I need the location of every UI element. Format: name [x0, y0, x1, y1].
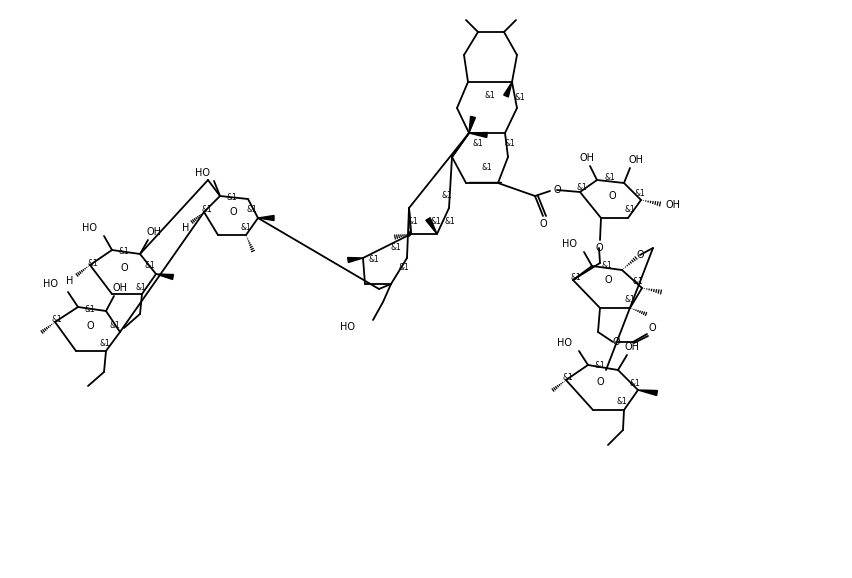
Text: &1: &1 — [625, 295, 636, 305]
Text: &1: &1 — [635, 188, 645, 198]
Text: &1: &1 — [602, 261, 613, 269]
Text: OH: OH — [579, 153, 595, 163]
Text: O: O — [596, 243, 603, 253]
Text: &1: &1 — [515, 94, 526, 102]
Text: O: O — [86, 321, 94, 331]
Text: &1: &1 — [485, 91, 495, 99]
Text: &1: &1 — [227, 194, 238, 202]
Text: HO: HO — [43, 279, 58, 289]
Text: &1: &1 — [135, 283, 147, 291]
Text: &1: &1 — [110, 320, 120, 329]
Text: &1: &1 — [562, 373, 573, 383]
Text: &1: &1 — [145, 261, 155, 271]
Text: OH: OH — [666, 200, 681, 210]
Text: HO: HO — [195, 168, 210, 178]
Text: O: O — [120, 263, 128, 273]
Text: O: O — [613, 337, 619, 347]
Polygon shape — [156, 274, 174, 279]
Text: &1: &1 — [430, 217, 441, 227]
Text: HO: HO — [82, 223, 97, 233]
Text: H: H — [182, 223, 190, 233]
Polygon shape — [258, 216, 274, 220]
Polygon shape — [638, 390, 658, 395]
Text: &1: &1 — [571, 273, 581, 283]
Text: &1: &1 — [407, 217, 418, 227]
Text: O: O — [553, 185, 561, 195]
Text: &1: &1 — [441, 191, 452, 199]
Text: HO: HO — [557, 338, 572, 348]
Text: &1: &1 — [473, 139, 483, 147]
Text: O: O — [648, 323, 656, 333]
Text: O: O — [604, 275, 612, 285]
Polygon shape — [409, 232, 411, 236]
Text: OH: OH — [112, 283, 128, 293]
Text: &1: &1 — [88, 258, 98, 268]
Text: &1: &1 — [481, 164, 492, 172]
Text: &1: &1 — [605, 172, 615, 181]
Text: O: O — [636, 250, 644, 260]
Polygon shape — [504, 82, 512, 97]
Polygon shape — [426, 218, 437, 234]
Text: OH: OH — [147, 227, 162, 237]
Polygon shape — [469, 132, 487, 138]
Text: O: O — [229, 207, 237, 217]
Text: O: O — [596, 377, 604, 387]
Text: &1: &1 — [577, 183, 587, 192]
Text: OH: OH — [625, 342, 640, 352]
Text: &1: &1 — [369, 255, 379, 265]
Text: &1: &1 — [52, 316, 62, 324]
Text: &1: &1 — [504, 139, 515, 147]
Text: &1: &1 — [246, 206, 257, 214]
Text: &1: &1 — [445, 217, 455, 227]
Text: &1: &1 — [617, 398, 627, 406]
Text: &1: &1 — [595, 361, 606, 369]
Text: &1: &1 — [630, 379, 641, 387]
Polygon shape — [469, 116, 475, 133]
Text: &1: &1 — [118, 246, 130, 255]
Polygon shape — [348, 258, 363, 262]
Text: &1: &1 — [399, 264, 409, 272]
Text: &1: &1 — [100, 339, 111, 349]
Text: OH: OH — [629, 155, 643, 165]
Text: &1: &1 — [625, 206, 636, 214]
Text: &1: &1 — [84, 305, 95, 313]
Text: &1: &1 — [390, 243, 401, 253]
Text: O: O — [608, 191, 616, 201]
Text: O: O — [539, 219, 547, 229]
Text: &1: &1 — [240, 224, 251, 232]
Text: &1: &1 — [633, 276, 643, 286]
Text: H: H — [66, 276, 73, 286]
Text: HO: HO — [340, 322, 355, 332]
Text: &1: &1 — [202, 206, 212, 214]
Text: HO: HO — [562, 239, 577, 249]
